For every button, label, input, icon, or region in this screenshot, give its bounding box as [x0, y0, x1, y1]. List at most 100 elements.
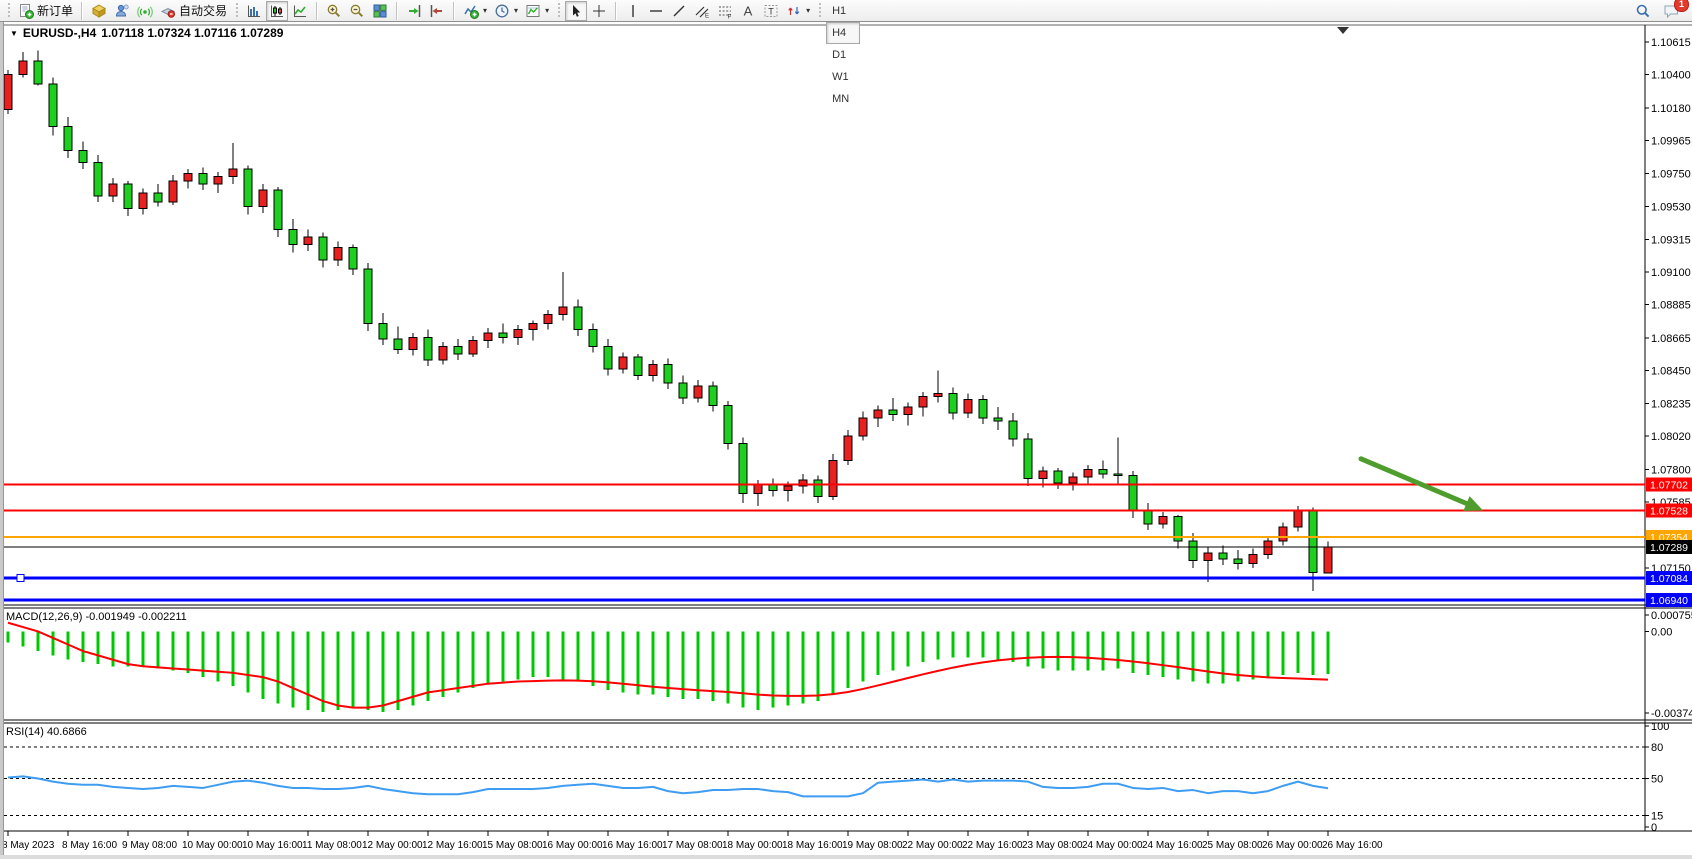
- timeframe-H4[interactable]: H4: [826, 21, 860, 44]
- candle: [558, 306, 568, 316]
- window-left-edge: [0, 22, 4, 859]
- svg-text:16 May 16:00: 16 May 16:00: [602, 840, 663, 851]
- timeframe-MN[interactable]: MN: [832, 92, 850, 105]
- candle: [693, 385, 703, 399]
- candle: [1128, 474, 1138, 511]
- candle: [408, 336, 418, 350]
- cursor-button[interactable]: [565, 0, 588, 21]
- toolbar-grip[interactable]: [6, 2, 11, 19]
- toolbar-separator: [453, 1, 456, 20]
- arrow-annotation: [1358, 456, 1484, 511]
- toolbar-separator: [81, 1, 84, 20]
- auto-scroll-button[interactable]: [403, 1, 425, 21]
- text-label-button[interactable]: T: [760, 1, 782, 21]
- fibonacci-button[interactable]: F: [714, 1, 736, 21]
- svg-text:1.07289: 1.07289: [1650, 542, 1688, 554]
- zoom-in-icon: [327, 4, 341, 17]
- price-badge: [1646, 503, 1692, 518]
- periods-button[interactable]: ▾: [491, 1, 521, 21]
- channel-icon: E: [695, 6, 709, 19]
- candle: [528, 323, 538, 331]
- svg-text:1.08235: 1.08235: [1651, 398, 1691, 410]
- candlestick-chart-button[interactable]: [266, 0, 289, 21]
- svg-text:1.08665: 1.08665: [1651, 333, 1691, 345]
- window-bottom-edge: [0, 855, 1692, 859]
- svg-text:24 May 16:00: 24 May 16:00: [1142, 840, 1203, 851]
- new-order-button[interactable]: 新订单: [15, 1, 76, 21]
- auto-trading-label: 自动交易: [179, 4, 228, 18]
- svg-text:25 May 08:00: 25 May 08:00: [1202, 840, 1263, 851]
- auto-trading-button[interactable]: 自动交易: [157, 1, 230, 21]
- dropdown-caret-icon[interactable]: ▾: [545, 6, 550, 15]
- macd-panel: 0.000755 0.00 -0.003746: [6, 610, 1692, 720]
- chart-menu-caret-icon[interactable]: ▼: [10, 28, 18, 38]
- svg-text:100: 100: [1651, 721, 1669, 733]
- line-drag-handle[interactable]: [16, 574, 25, 583]
- toolbar-grip[interactable]: [556, 2, 562, 19]
- candle: [948, 392, 958, 414]
- candle: [423, 336, 433, 361]
- svg-text:A: A: [744, 3, 753, 18]
- dropdown-caret-icon[interactable]: ▾: [514, 6, 519, 15]
- candle: [633, 356, 643, 376]
- timeframe-W1[interactable]: W1: [832, 70, 849, 83]
- timeframe-H1[interactable]: H1: [832, 4, 847, 17]
- chart-shift-button[interactable]: [426, 1, 448, 21]
- template-chart-icon: [526, 4, 540, 17]
- dropdown-caret-icon[interactable]: ▾: [806, 6, 811, 15]
- profile-button[interactable]: [111, 1, 133, 21]
- tile-windows-button[interactable]: [369, 1, 391, 21]
- svg-text:12 May 16:00: 12 May 16:00: [422, 840, 483, 851]
- chart-canvas[interactable]: 1.10615 1.10400 1.10180 1.09965 1.09750 1.095…: [0, 22, 1692, 859]
- symbols-button[interactable]: [88, 1, 110, 21]
- signals-button[interactable]: [134, 1, 156, 21]
- equidistant-channel-button[interactable]: E: [691, 1, 713, 21]
- text-button[interactable]: A: [737, 1, 759, 21]
- svg-text:1.09315: 1.09315: [1651, 234, 1691, 246]
- svg-text:16 May 00:00: 16 May 00:00: [542, 840, 603, 851]
- candle: [288, 229, 298, 246]
- crosshair-button[interactable]: [588, 1, 610, 21]
- trendline-button[interactable]: [668, 1, 690, 21]
- text-label-icon: T: [764, 4, 778, 17]
- price-badge: [1646, 539, 1692, 554]
- notification-badge: 1: [1674, 0, 1689, 12]
- candle: [1248, 553, 1258, 565]
- zoom-out-button[interactable]: [346, 1, 368, 21]
- line-chart-button[interactable]: [289, 1, 311, 21]
- indicators-button[interactable]: ▾: [460, 1, 490, 21]
- timeframe-D1[interactable]: D1: [832, 48, 847, 61]
- toolbar-grip[interactable]: [817, 2, 823, 19]
- svg-text:1.07528: 1.07528: [1650, 506, 1688, 518]
- signal-icon: [137, 5, 153, 18]
- zoom-in-button[interactable]: [323, 1, 345, 21]
- dropdown-caret-icon[interactable]: ▾: [483, 6, 488, 15]
- horizontal-line-button[interactable]: [645, 1, 667, 21]
- candle: [3, 74, 13, 111]
- trend-arrow-head[interactable]: [1463, 496, 1484, 511]
- zoom-out-icon: [350, 4, 364, 17]
- toolbar-separator: [615, 1, 618, 20]
- vertical-line-button[interactable]: [622, 1, 644, 21]
- trend-arrow[interactable]: [1358, 456, 1469, 506]
- svg-text:1.10400: 1.10400: [1651, 70, 1691, 82]
- candle: [468, 339, 478, 355]
- candle: [48, 83, 58, 127]
- arrows-button[interactable]: ▾: [783, 1, 813, 21]
- chat-button[interactable]: 1: [1660, 0, 1689, 21]
- candle: [1188, 540, 1198, 561]
- chart-region[interactable]: 1.10615 1.10400 1.10180 1.09965 1.09750 1.095…: [0, 22, 1692, 859]
- svg-text:15: 15: [1651, 810, 1663, 822]
- toolbar-right-group: 1: [1632, 0, 1689, 21]
- toolbar-grip[interactable]: [234, 2, 240, 19]
- chart-title: ▼ EURUSD-,H4 1.07118 1.07324 1.07116 1.0…: [10, 26, 283, 40]
- candle: [153, 192, 163, 203]
- main-toolbar: 新订单 自动交易 ▾ ▾: [0, 0, 1692, 105]
- time-axis: 8 May 2023 8 May 16:00 9 May 08:00 10 May 0…: [2, 831, 1383, 851]
- candle: [1083, 468, 1093, 478]
- candle: [708, 385, 718, 407]
- templates-button[interactable]: ▾: [522, 1, 552, 21]
- search-button[interactable]: [1632, 1, 1654, 21]
- bar-chart-button[interactable]: [243, 1, 265, 21]
- vertical-line-icon: [632, 4, 634, 17]
